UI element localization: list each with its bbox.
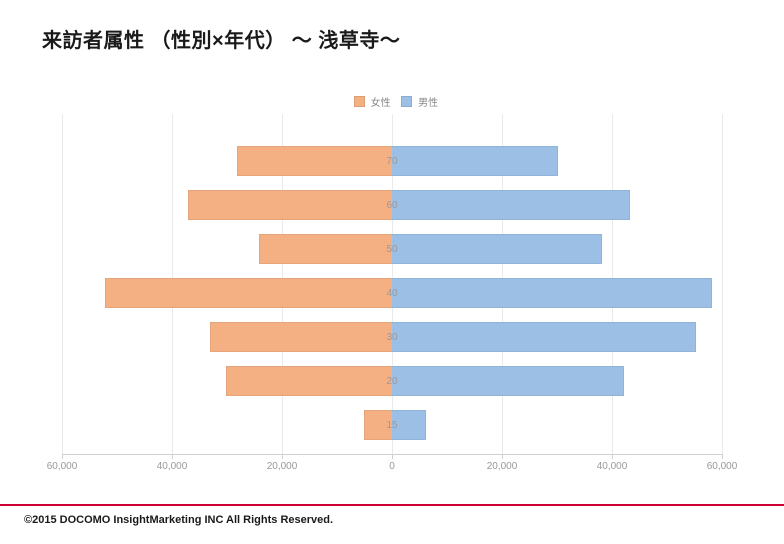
x-tick-label: 0 [389, 461, 395, 472]
x-tick-label: 60,000 [707, 461, 738, 472]
bar-male [392, 146, 558, 176]
copyright: ©2015 DOCOMO InsightMarketing INC All Ri… [24, 514, 333, 526]
footer-rule [0, 504, 784, 506]
bar-female [188, 190, 393, 220]
x-tick-mark [62, 454, 63, 459]
bar-row: 70 [62, 142, 722, 180]
x-tick-mark [612, 454, 613, 459]
bar-row: 40 [62, 274, 722, 312]
x-tick-label: 20,000 [267, 461, 298, 472]
pyramid-chart: 女性 男性 70605040302015 60,00040,00020,0000… [62, 94, 722, 484]
page-title: 来訪者属性 （性別×年代） ～ 浅草寺～ [42, 24, 400, 53]
legend-swatch-female [354, 96, 365, 107]
bar-row: 60 [62, 186, 722, 224]
bar-female [226, 366, 392, 396]
slide: 来訪者属性 （性別×年代） ～ 浅草寺～ 女性 男性 70 60 50 40 30 20 1… [0, 0, 784, 544]
bar-female [210, 322, 393, 352]
x-tick-mark [392, 454, 393, 459]
bar-row: 50 [62, 230, 722, 268]
bar-row: 15 [62, 406, 722, 444]
x-tick-label: 20,000 [487, 461, 518, 472]
bar-row: 20 [62, 362, 722, 400]
bar-row: 30 [62, 318, 722, 356]
bar-male [392, 278, 712, 308]
x-tick-mark [502, 454, 503, 459]
bar-male [392, 366, 624, 396]
bar-female [237, 146, 392, 176]
gridline-v [722, 114, 723, 454]
x-tick-label: 40,000 [157, 461, 188, 472]
bar-male [392, 234, 602, 264]
legend-label-male: 男性 [418, 98, 438, 109]
plot-area: 70 60 50 40 30 20 15 [62, 114, 722, 454]
legend: 女性 男性 [62, 94, 722, 109]
bar-female [259, 234, 392, 264]
bar-female [364, 410, 393, 440]
x-tick-label: 40,000 [597, 461, 628, 472]
x-tick-mark [282, 454, 283, 459]
bar-male [392, 410, 426, 440]
legend-label-female: 女性 [371, 98, 391, 109]
bar-male [392, 322, 696, 352]
x-tick-mark [722, 454, 723, 459]
x-tick-mark [172, 454, 173, 459]
legend-swatch-male [401, 96, 412, 107]
bar-female [105, 278, 392, 308]
bar-male [392, 190, 630, 220]
x-tick-label: 60,000 [47, 461, 78, 472]
